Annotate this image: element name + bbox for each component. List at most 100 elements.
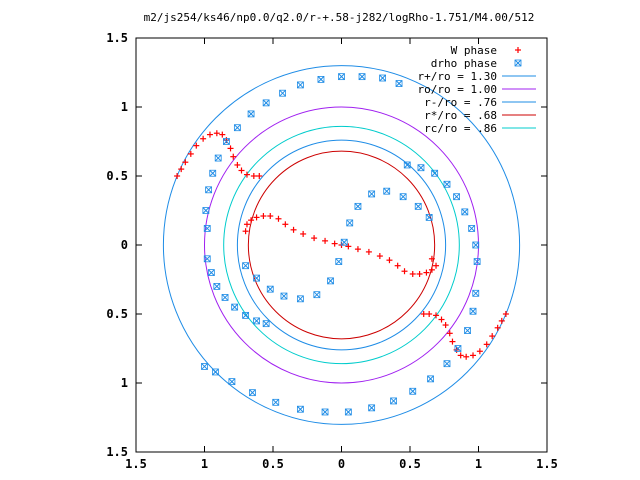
series-0-point-24 — [282, 221, 289, 228]
series-1-point-11 — [317, 76, 325, 83]
series-0-point-54 — [470, 352, 477, 359]
series-0-point-4 — [193, 142, 200, 149]
series-0-point-26 — [300, 230, 307, 237]
series-1-point-33 — [346, 219, 354, 227]
circle-series-4 — [223, 125, 460, 365]
series-0-point-44 — [420, 311, 427, 317]
legend-label-point-1: drho phase — [431, 57, 497, 70]
series-0-point-2 — [182, 159, 189, 166]
series-1-point-50 — [212, 368, 219, 376]
series-0-point-43 — [428, 255, 435, 262]
series-1-point-31 — [335, 258, 343, 265]
series-1-point-29 — [313, 291, 321, 299]
series-0-point-15 — [250, 173, 257, 179]
series-1-point-36 — [383, 187, 391, 195]
y-tick-label-2: 0.5 — [106, 169, 128, 183]
series-0-point-7 — [213, 130, 220, 137]
series-0-point-33 — [365, 248, 372, 255]
series-1-point-17 — [207, 269, 215, 277]
series-0-point-35 — [386, 257, 393, 264]
series-0-point-59 — [498, 317, 505, 324]
series-0-point-16 — [256, 173, 263, 179]
series-1-point-61 — [443, 360, 451, 368]
x-tick-label-2: 0.5 — [262, 457, 284, 471]
axes: 1.5 1 0.5 0 0.5 1 1.51.510.500.511.5 — [106, 31, 558, 471]
series-0-point-0 — [174, 173, 181, 179]
series-1-point-27 — [280, 292, 288, 300]
series-0-point-34 — [376, 253, 383, 260]
series-1-point-56 — [344, 408, 352, 416]
series-1-point-18 — [213, 282, 221, 290]
series-1-point-65 — [472, 289, 480, 297]
series-0-point-31 — [345, 243, 352, 250]
series-1 — [201, 73, 481, 416]
series-1-point-19 — [221, 294, 229, 301]
series-1-point-39 — [425, 213, 433, 221]
series-1-point-32 — [340, 238, 348, 246]
series-1-point-22 — [253, 317, 260, 325]
series-1-point-7 — [247, 110, 255, 118]
series-1-point-12 — [338, 73, 345, 81]
series-1-point-5 — [223, 138, 230, 145]
y-tick-label-6: 1.5 — [106, 445, 128, 459]
series-0-point-55 — [476, 348, 483, 355]
legend-label-circle-1: ro/ro = 1.00 — [418, 83, 497, 96]
series-1-point-21 — [242, 311, 250, 319]
series-1-point-47 — [472, 241, 480, 249]
series-0-point-57 — [489, 333, 496, 340]
series-0-point-8 — [219, 131, 226, 138]
series-0-point-12 — [234, 161, 241, 168]
series-1-point-53 — [272, 398, 280, 406]
series-1-point-42 — [431, 169, 439, 177]
series-0-point-13 — [238, 167, 245, 174]
circle-series-2 — [236, 139, 447, 351]
x-tick-label-4: 0.5 — [399, 457, 421, 471]
series-0-point-19 — [248, 217, 255, 224]
series-1-point-24 — [242, 262, 250, 270]
series-1-point-59 — [409, 387, 417, 395]
series-0-point-38 — [409, 270, 416, 277]
series-1-point-55 — [321, 408, 329, 416]
series-1-point-37 — [399, 193, 407, 201]
series-0-point-22 — [267, 213, 274, 220]
series-1-point-1 — [202, 207, 210, 214]
series-0-point-49 — [446, 330, 453, 337]
series-0-point-23 — [275, 215, 282, 222]
series-0-point-46 — [433, 312, 440, 319]
series-1-point-46 — [468, 225, 476, 232]
series-1-point-63 — [464, 327, 471, 334]
series-0-point-5 — [200, 135, 207, 142]
series-1-point-0 — [203, 225, 211, 232]
y-tick-label-0: 1.5 — [106, 31, 128, 45]
series-0-point-3 — [187, 150, 194, 157]
y-tick-label-5: 1 — [121, 376, 128, 390]
y-tick-label-1: 1 — [121, 100, 128, 114]
series-0-point-18 — [243, 221, 250, 228]
legend-label-circle-0: r+/ro = 1.30 — [418, 70, 497, 83]
series-0-point-27 — [311, 235, 318, 242]
legend-label-circle-3: r*/ro = .68 — [424, 109, 497, 122]
series-1-point-64 — [469, 307, 477, 315]
series-0-point-50 — [449, 338, 456, 345]
x-tick-label-0: 1.5 — [125, 457, 147, 471]
series-1-point-60 — [427, 375, 434, 383]
series-1-point-14 — [379, 74, 387, 82]
series-0-point-52 — [457, 352, 464, 359]
series-1-point-62 — [454, 345, 462, 352]
legend-label-circle-2: r-/ro = .76 — [424, 96, 497, 109]
legend-label-circle-4: rc/ro = .86 — [424, 122, 497, 135]
x-tick-label-5: 1 — [475, 457, 482, 471]
series-0-point-40 — [423, 269, 430, 276]
series-1-point-52 — [249, 389, 256, 397]
series-0-point-47 — [438, 316, 445, 323]
series-0-point-29 — [331, 240, 338, 247]
series-1-point-48 — [473, 258, 481, 265]
series-1-point-30 — [327, 277, 334, 285]
series-1-point-20 — [231, 303, 239, 311]
x-tick-label-3: 0 — [338, 457, 345, 471]
series-1-point-38 — [414, 202, 422, 210]
series-0-point-56 — [483, 341, 490, 348]
series-1-point-58 — [390, 397, 397, 405]
